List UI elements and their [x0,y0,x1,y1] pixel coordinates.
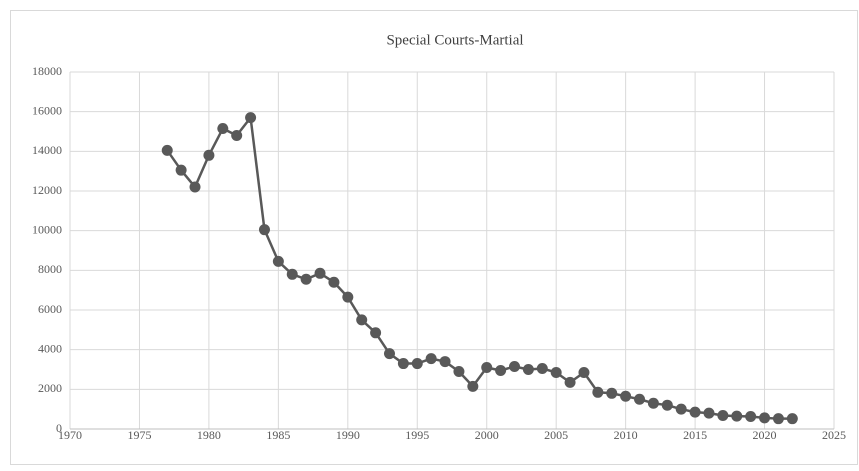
data-point [189,181,201,193]
data-point [300,273,312,285]
x-tick-label: 1970 [58,428,82,442]
data-point [536,363,548,375]
data-point [203,149,215,161]
data-point [245,112,257,124]
data-point [175,164,187,176]
data-point [689,406,701,418]
x-tick-label: 1995 [405,428,429,442]
y-tick-label: 6000 [38,302,62,316]
data-point [286,268,298,280]
data-point [314,267,326,279]
data-point [370,327,382,339]
data-point [634,393,646,405]
y-tick-label: 16000 [32,103,62,117]
data-point [453,365,465,377]
data-point [356,314,368,326]
x-tick-label: 2010 [614,428,638,442]
y-tick-label: 4000 [38,341,62,355]
data-point [592,386,604,398]
y-tick-label: 12000 [32,183,62,197]
x-tick-label: 1990 [336,428,360,442]
data-point [383,348,395,360]
data-point [495,364,507,376]
data-point [272,255,284,267]
data-point [647,397,659,409]
y-tick-label: 8000 [38,262,62,276]
y-tick-label: 14000 [32,143,62,157]
x-tick-label: 2005 [544,428,568,442]
chart-title: Special Courts-Martial [386,32,523,48]
data-point [786,413,798,425]
data-point [772,413,784,425]
data-line [166,116,793,420]
data-point [342,291,354,303]
data-point [439,356,451,368]
data-point [217,123,229,135]
x-tick-label: 2000 [475,428,499,442]
x-tick-label: 1985 [266,428,290,442]
data-point [745,411,757,423]
data-point [509,361,521,373]
data-point [703,407,715,419]
data-point [759,412,771,424]
x-tick-label: 2025 [822,428,846,442]
y-tick-label: 10000 [32,222,62,236]
data-point [411,358,423,370]
data-point [425,353,437,365]
x-tick-label: 2020 [753,428,777,442]
y-tick-label: 18000 [32,64,62,78]
data-point [258,224,270,236]
data-point [564,376,576,388]
data-point [717,410,729,422]
data-point [606,387,618,399]
y-tick-label: 2000 [38,381,62,395]
data-point [161,144,173,156]
y-tick-label: 0 [56,421,62,435]
data-point [481,362,493,374]
data-point [675,403,687,415]
data-point [661,399,673,411]
x-tick-label: 1975 [127,428,151,442]
data-point [578,366,590,378]
data-point [467,380,479,392]
data-point [328,276,340,288]
data-point [731,410,743,422]
data-point [620,390,632,402]
data-point [550,366,562,378]
data-point [397,358,409,370]
data-point [231,129,243,141]
x-tick-label: 2015 [683,428,707,442]
chart-frame [10,10,858,465]
x-tick-label: 1980 [197,428,221,442]
data-point [522,364,534,375]
